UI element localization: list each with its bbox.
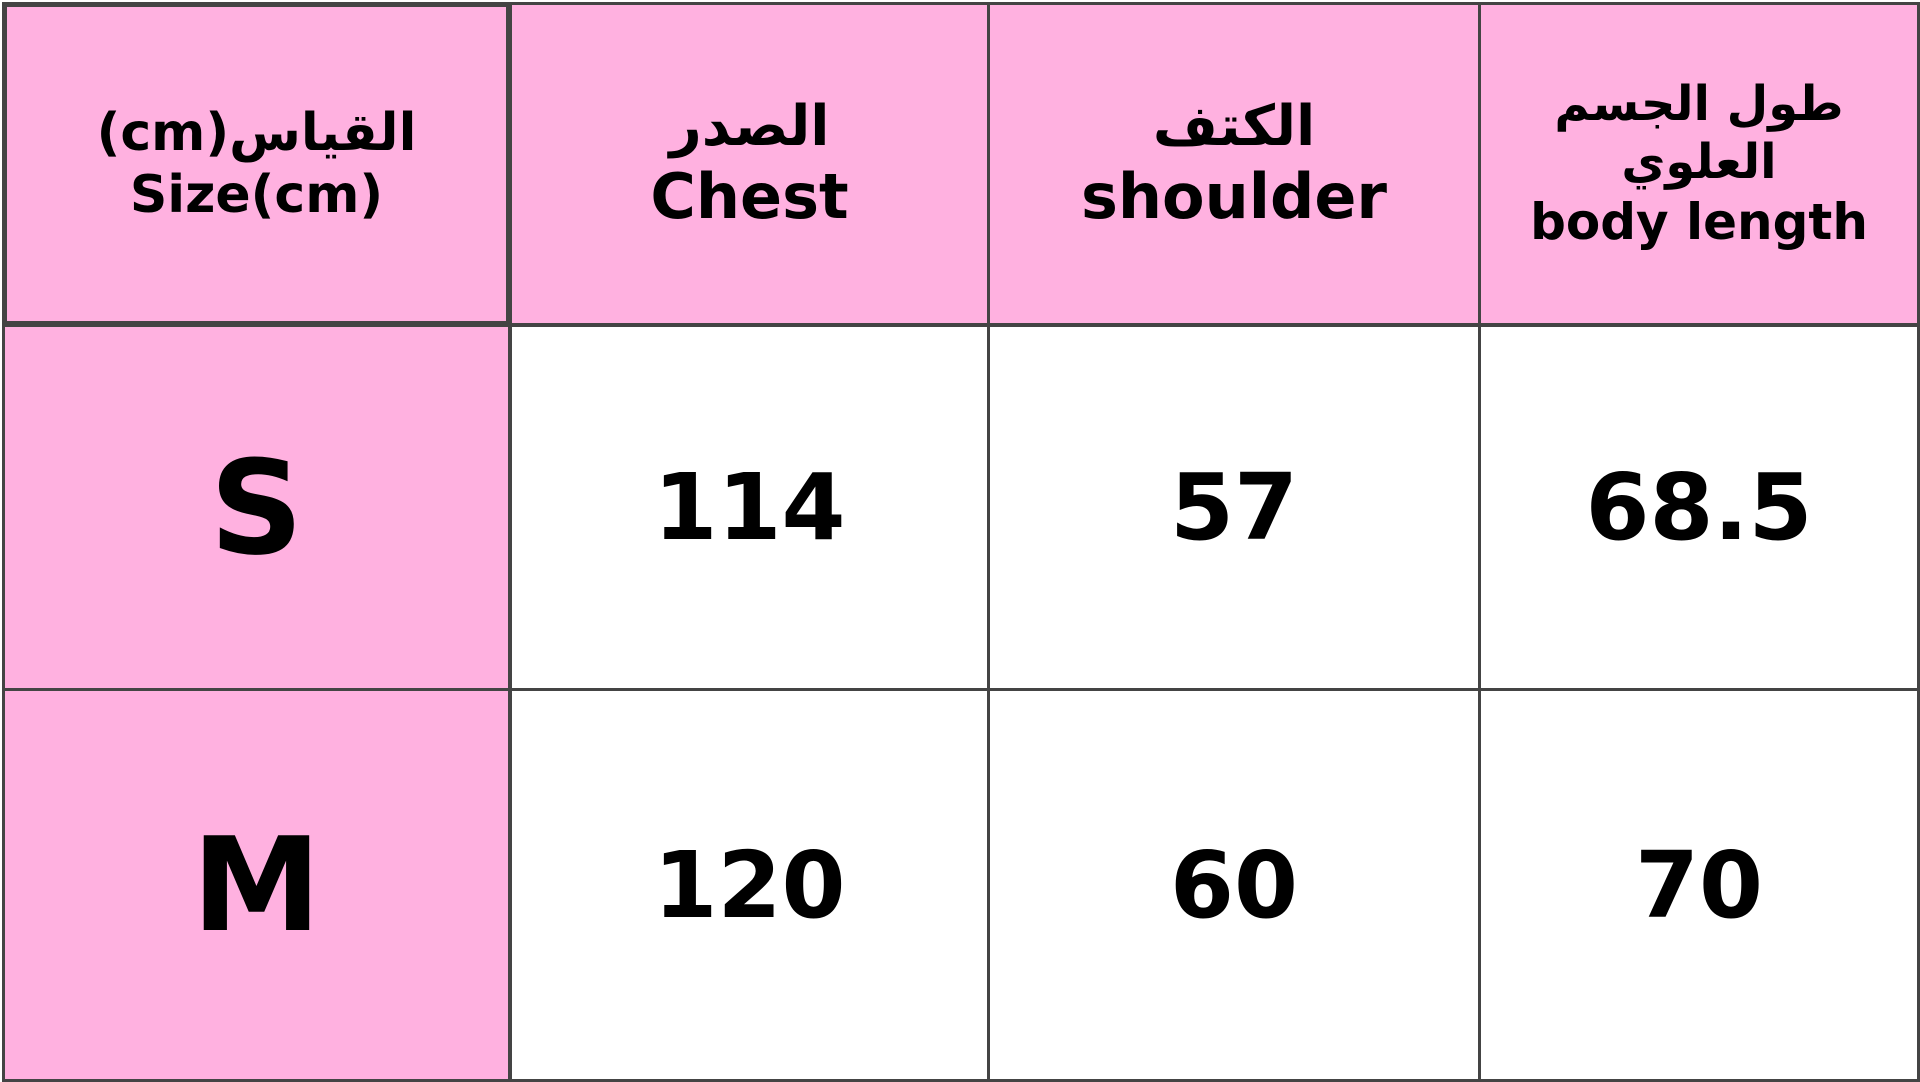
header-chest-ar: الصدر: [669, 94, 830, 160]
shoulder-m: 60: [987, 688, 1481, 1082]
header-size: القياس(cm) Size(cm): [2, 2, 511, 326]
header-shoulder-ar: الكتف: [1152, 94, 1316, 160]
size-m: M: [2, 688, 511, 1082]
body-length-m: 70: [1478, 688, 1920, 1082]
header-chest-en: Chest: [650, 160, 849, 234]
header-shoulder: الكتف shoulder: [987, 2, 1481, 326]
chest-s: 114: [509, 324, 990, 691]
header-body-length: طول الجسم العلوي body length: [1478, 2, 1920, 326]
size-s: S: [2, 324, 511, 691]
body-length-s: 68.5: [1478, 324, 1920, 691]
header-body-length-en: body length: [1530, 192, 1868, 251]
shoulder-s: 57: [987, 324, 1481, 691]
header-size-en: Size(cm): [129, 165, 384, 225]
header-chest: الصدر Chest: [509, 2, 990, 326]
header-shoulder-en: shoulder: [1080, 160, 1388, 234]
chest-m: 120: [509, 688, 990, 1082]
header-size-ar: القياس(cm): [96, 102, 417, 163]
header-body-length-ar: طول الجسم العلوي: [1554, 76, 1844, 190]
